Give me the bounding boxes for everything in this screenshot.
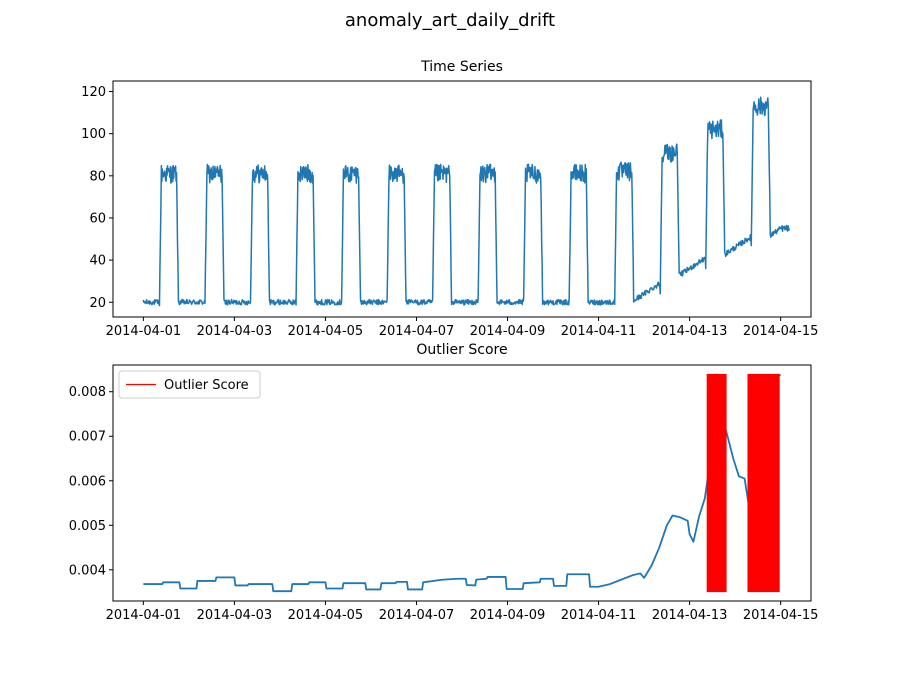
ts-y-tick-label: 120 [81, 85, 106, 100]
legend-box [118, 370, 261, 399]
os-x-tick-label: 2014-04-03 [197, 608, 273, 623]
os-x-tick-label: 2014-04-13 [652, 608, 728, 623]
ts-x-tick-label: 2014-04-11 [561, 324, 637, 339]
ts-x-tick-label: 2014-04-09 [470, 324, 546, 339]
os-x-tick-label: 2014-04-07 [379, 608, 455, 623]
outlier-region [747, 373, 780, 593]
time-series-line [142, 96, 790, 307]
ts-y-tick-label: 60 [89, 211, 106, 226]
os-y-tick-label: 0.005 [69, 519, 106, 534]
ts-y-tick-label: 80 [89, 169, 106, 184]
os-x-tick-label: 2014-04-15 [743, 608, 819, 623]
os-y-tick-label: 0.008 [69, 385, 106, 400]
time-series-plot: 2014-04-01 2014-04-03 2014-04-05 2014-04-07… [81, 80, 819, 339]
outlier-region [706, 373, 727, 593]
outlier-score-line [143, 373, 781, 593]
os-x-tick-label: 2014-04-09 [470, 608, 546, 623]
ts-x-tick-label: 2014-04-07 [379, 324, 455, 339]
legend: Outlier Score [118, 370, 261, 399]
os-x-tick-label: 2014-04-11 [561, 608, 637, 623]
ts-y-tick-label: 20 [89, 296, 106, 311]
bottom-chart-title: Outlier Score [416, 342, 508, 358]
os-y-tick-label: 0.004 [69, 563, 106, 578]
os-x-tick-label: 2014-04-05 [288, 608, 364, 623]
os-axes-frame [112, 364, 812, 602]
ts-x-tick-label: 2014-04-01 [106, 324, 182, 339]
ts-y-tick-label: 40 [89, 254, 106, 269]
figure-title: anomaly_art_daily_drift [344, 10, 556, 31]
ts-plot-area [142, 96, 790, 307]
top-chart-title: Time Series [421, 59, 503, 75]
ts-x-tick-label: 2014-04-13 [652, 324, 728, 339]
ts-y-tick-label: 100 [81, 127, 106, 142]
os-x-tick-label: 2014-04-01 [106, 608, 182, 623]
ts-x-tick-label: 2014-04-03 [197, 324, 273, 339]
ts-x-tick-label: 2014-04-05 [288, 324, 364, 339]
os-plot-area [143, 373, 781, 593]
os-y-tick-label: 0.007 [69, 430, 106, 445]
ts-axes-frame [112, 80, 812, 318]
os-y-tick-label: 0.006 [69, 474, 106, 489]
legend-label: Outlier Score [164, 378, 249, 393]
ts-x-tick-label: 2014-04-15 [743, 324, 819, 339]
outlier-score-plot: 2014-04-01 2014-04-03 2014-04-05 2014-04-07… [69, 364, 819, 623]
